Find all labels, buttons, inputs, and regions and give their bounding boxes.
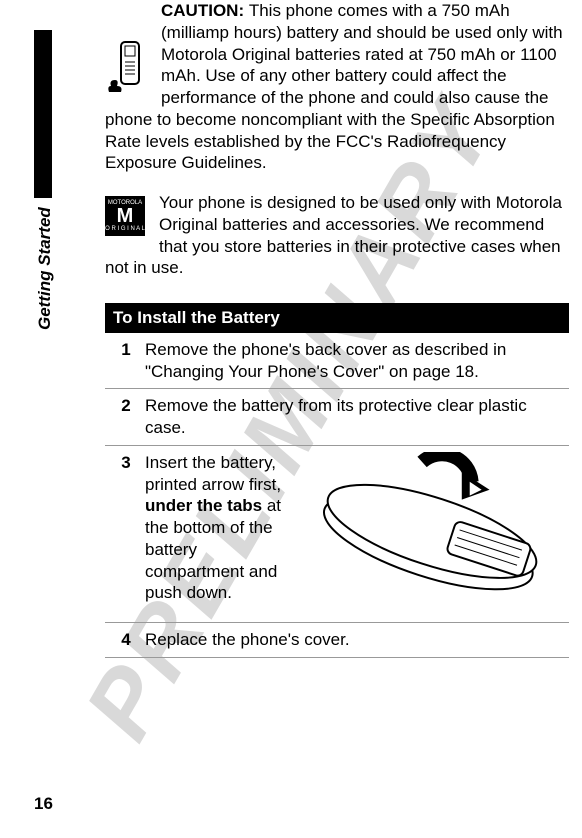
motorola-original-icon: MOTOROLA M O R I G I N A L [105, 196, 145, 236]
step-text: Remove the phone's back cover as describ… [143, 333, 569, 389]
table-row: 4 Replace the phone's cover. [105, 623, 569, 658]
page-number: 16 [34, 794, 53, 814]
step-number: 1 [105, 333, 143, 389]
caution-body: This phone comes with a 750 mAh (milliam… [105, 1, 563, 172]
table-header-row: To Install the Battery [105, 303, 569, 333]
table-row: 3 Insert the battery, printed arrow firs… [105, 445, 569, 623]
table-row: 2 Remove the battery from its protective… [105, 389, 569, 446]
step3-pre: Insert the battery, printed arrow first, [145, 453, 281, 494]
battery-insert-icon [303, 452, 561, 611]
step-text: Insert the battery, printed arrow first,… [143, 445, 569, 623]
step-text: Remove the battery from its protective c… [143, 389, 569, 446]
step-number: 2 [105, 389, 143, 446]
step3-bold: under the tabs [145, 496, 262, 515]
original-paragraph: MOTOROLA M O R I G I N A L Your phone is… [105, 192, 569, 279]
thumb-tab [34, 30, 52, 198]
install-battery-table: To Install the Battery 1 Remove the phon… [105, 303, 569, 658]
original-icon-m: M [117, 206, 134, 226]
caution-paragraph: CAUTION: This phone comes with a 750 mAh… [105, 0, 569, 174]
main-content: CAUTION: This phone comes with a 750 mAh… [105, 0, 569, 658]
caution-lead: CAUTION: [161, 1, 244, 20]
step-number: 4 [105, 623, 143, 658]
step-number: 3 [105, 445, 143, 623]
section-label: Getting Started [35, 207, 55, 330]
original-body: Your phone is designed to be used only w… [105, 193, 562, 277]
table-row: 1 Remove the phone's back cover as descr… [105, 333, 569, 389]
step-text: Replace the phone's cover. [143, 623, 569, 658]
original-icon-bot: O R I G I N A L [105, 226, 145, 232]
phone-caution-icon [101, 36, 155, 98]
table-header: To Install the Battery [105, 303, 569, 333]
